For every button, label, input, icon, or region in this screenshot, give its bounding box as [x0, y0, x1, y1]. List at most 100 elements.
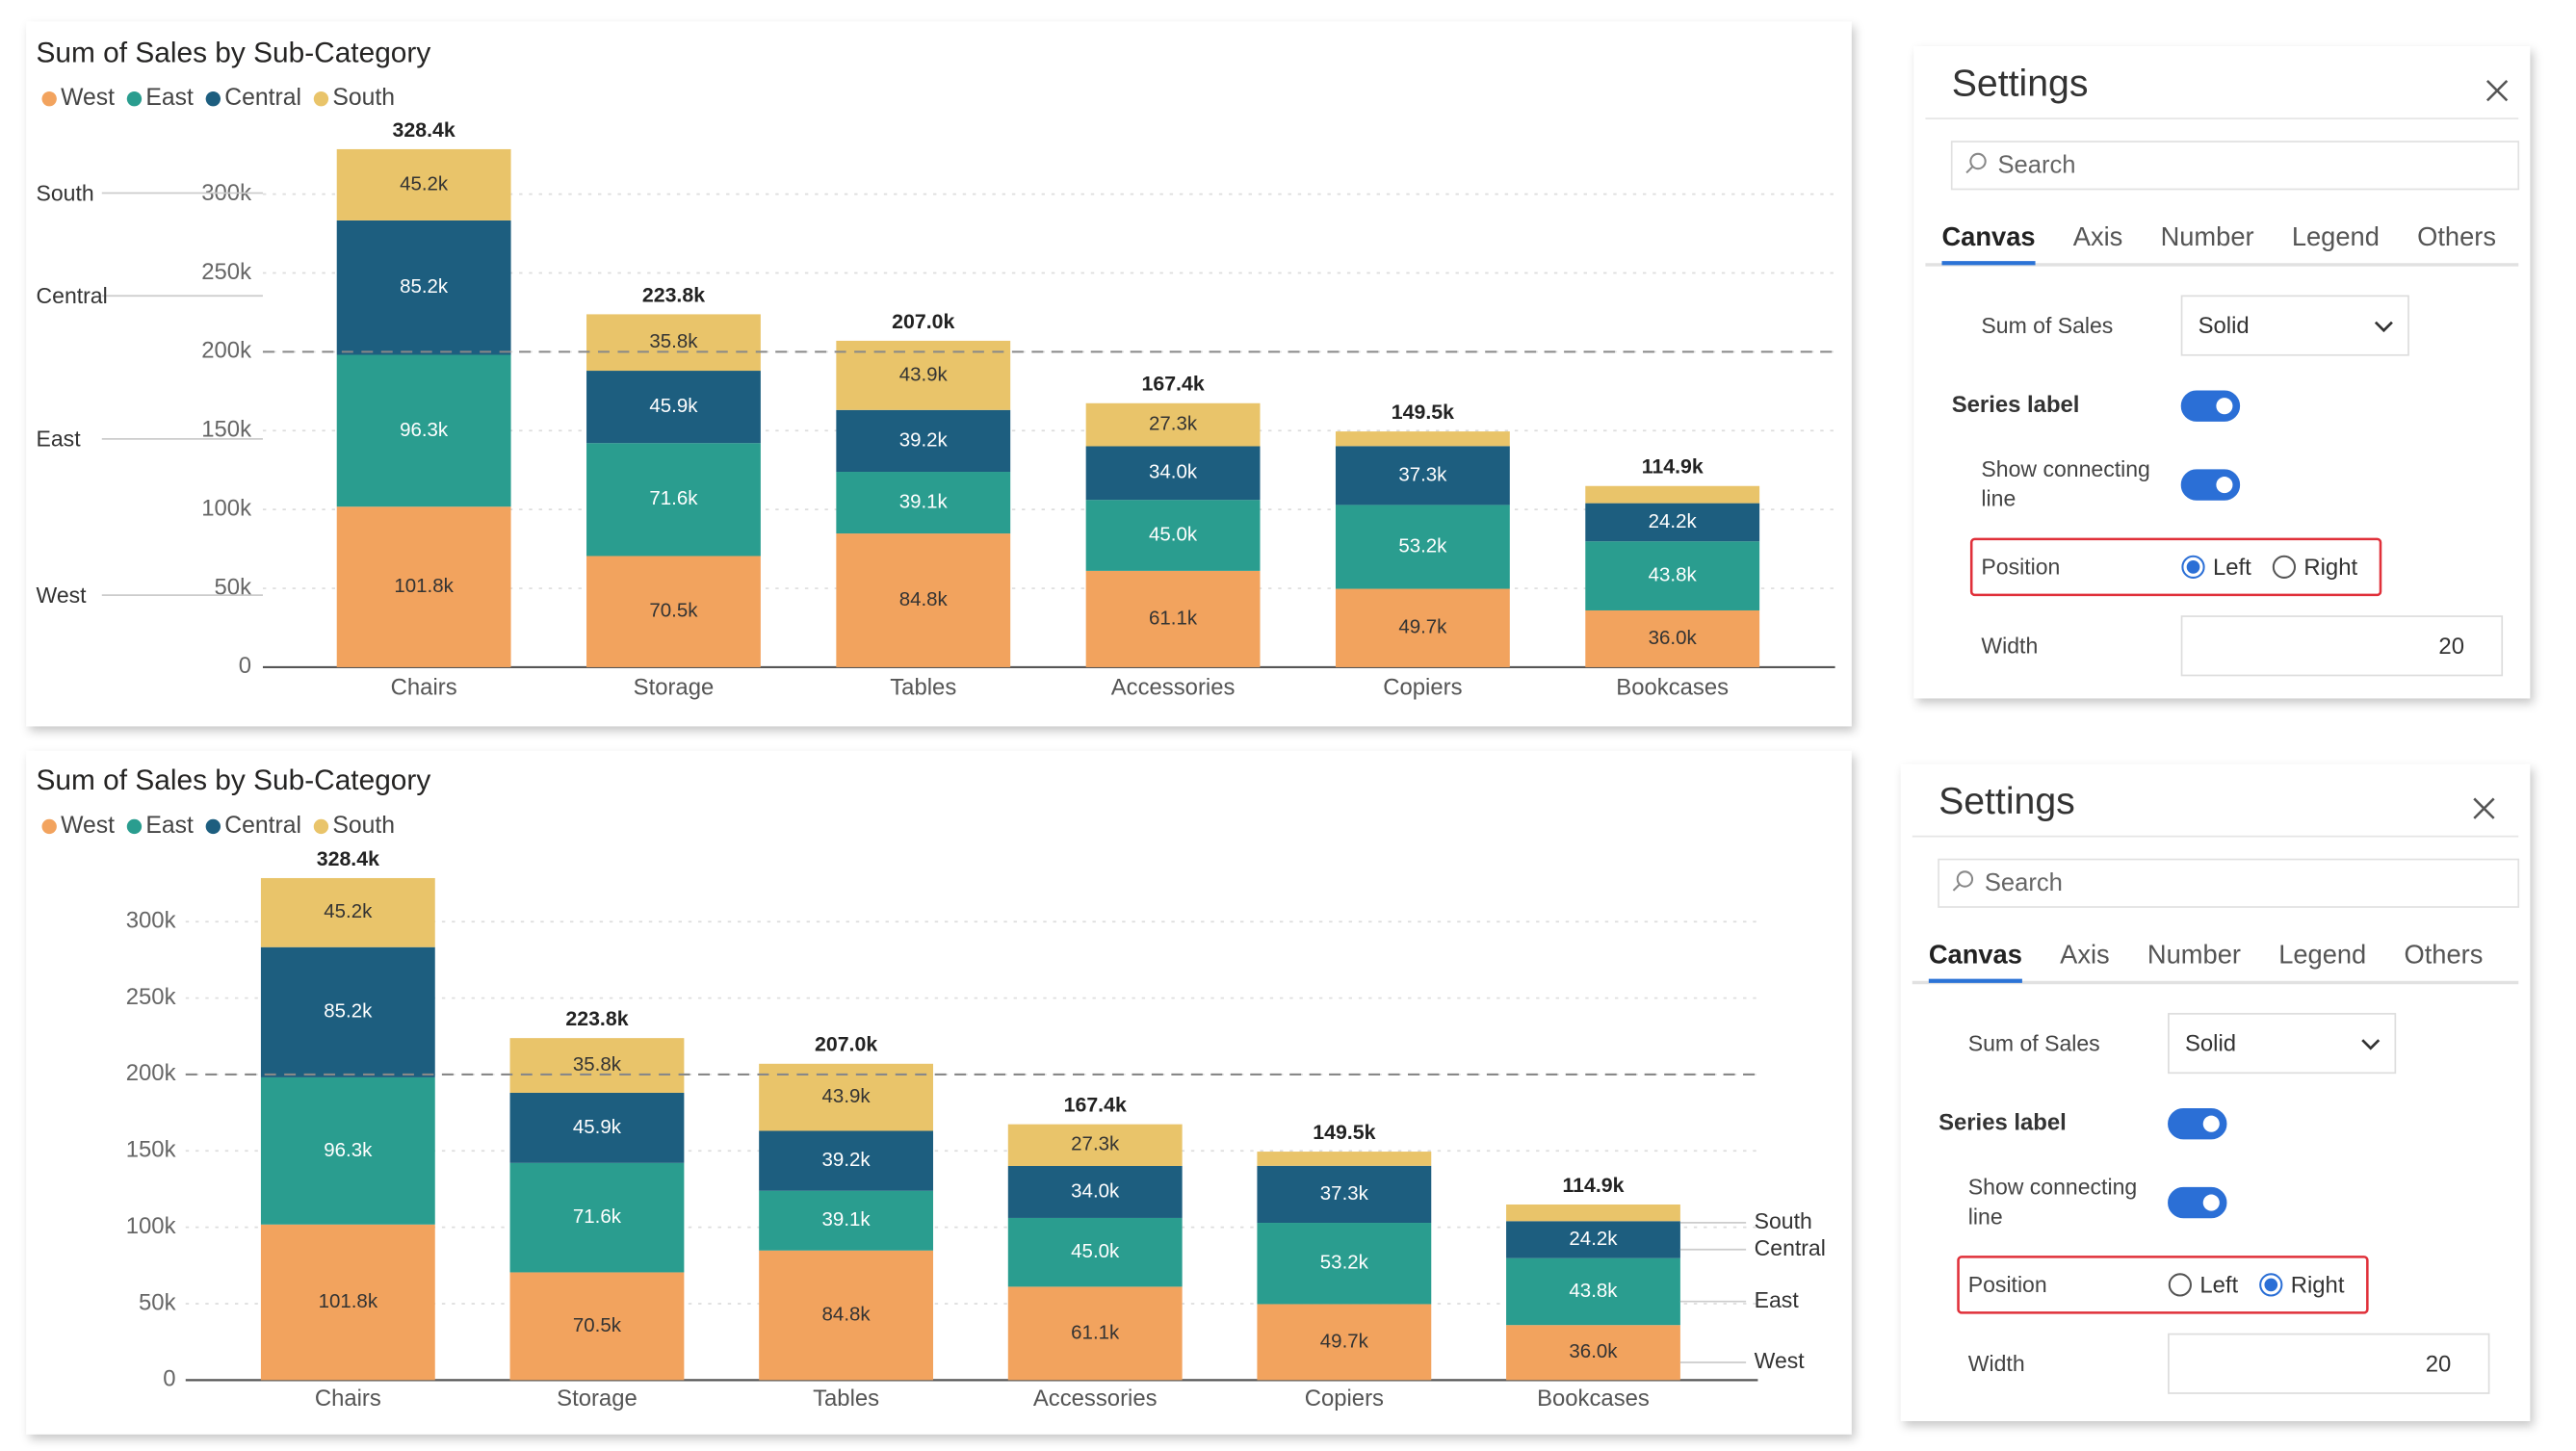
close-button[interactable] — [2485, 79, 2509, 102]
tab[interactable]: Axis — [2073, 221, 2123, 251]
legend-label: West — [61, 85, 115, 111]
dropdown[interactable] — [2168, 1013, 2397, 1075]
data-label: 85.2k — [400, 275, 449, 298]
data-label: 96.3k — [324, 1139, 373, 1161]
data-label: 36.0k — [1649, 627, 1698, 649]
y-tick-label: 200k — [126, 1060, 176, 1086]
number-input[interactable] — [2168, 1333, 2490, 1394]
total-label: 114.9k — [1642, 455, 1704, 479]
bar-segment — [759, 1130, 934, 1191]
bar-segment — [759, 1250, 934, 1381]
legend-swatch — [205, 91, 221, 107]
bar-segment — [509, 1162, 685, 1273]
x-tick-label: Accessories — [1111, 674, 1236, 700]
total-label: 223.8k — [642, 283, 705, 306]
radio[interactable] — [2168, 1273, 2192, 1297]
bar-segment — [260, 946, 435, 1077]
field-label-box: Show connecting line — [1981, 457, 2149, 511]
dropdown-value: Solid — [2199, 313, 2250, 339]
dropdown-value: Solid — [2185, 1031, 2236, 1057]
bar-segment — [1335, 505, 1510, 589]
toggle-knob — [2202, 1194, 2220, 1211]
bar-segment — [336, 506, 511, 667]
number-input[interactable] — [2180, 615, 2504, 677]
tab[interactable]: Number — [2161, 221, 2254, 251]
data-label: 70.5k — [573, 1314, 622, 1336]
legend-label: South — [332, 85, 395, 111]
legend-swatch — [41, 818, 57, 835]
data-label: 39.2k — [822, 1149, 872, 1171]
data-label: 43.8k — [1649, 564, 1698, 586]
y-tick-label: 50k — [139, 1289, 176, 1315]
series-label: South — [1755, 1208, 1812, 1233]
legend-swatch — [313, 818, 329, 835]
bar-segment — [336, 220, 511, 355]
radio[interactable] — [2272, 555, 2297, 579]
x-tick-label: Tables — [813, 1386, 879, 1412]
bar-segment — [1257, 1165, 1432, 1224]
bar-segment — [586, 371, 761, 444]
field-label: Sum of Sales — [1981, 313, 2113, 338]
search-placeholder: Search — [1997, 151, 2075, 178]
legend-label: West — [61, 813, 115, 839]
close-button[interactable] — [2473, 797, 2495, 819]
data-label: 35.8k — [573, 1053, 622, 1075]
tab[interactable]: Axis — [2060, 939, 2110, 969]
series-label: Central — [1755, 1235, 1826, 1260]
data-label: 61.1k — [1149, 607, 1198, 629]
series-label: East — [1755, 1287, 1800, 1312]
search-box[interactable] — [1950, 141, 2520, 191]
data-label: 24.2k — [1649, 510, 1698, 532]
tab[interactable]: Others — [2404, 939, 2483, 969]
tab[interactable]: Legend — [2278, 939, 2366, 969]
data-label: 43.8k — [1569, 1280, 1618, 1302]
tab[interactable]: Canvas — [1941, 221, 2035, 251]
series-label: West — [1755, 1348, 1806, 1373]
data-label: 70.5k — [649, 600, 698, 622]
data-label: 96.3k — [400, 419, 449, 441]
bar-segment — [836, 409, 1011, 473]
bar-segment — [509, 1272, 685, 1381]
tab[interactable]: Canvas — [1929, 939, 2022, 969]
legend-label: South — [332, 813, 395, 839]
total-label: 223.8k — [565, 1007, 628, 1030]
data-label: 49.7k — [1320, 1330, 1369, 1352]
data-label: 61.1k — [1071, 1321, 1120, 1343]
data-label: 45.9k — [573, 1116, 622, 1138]
tab[interactable]: Others — [2417, 221, 2496, 251]
data-label: 45.2k — [400, 172, 449, 194]
x-tick-label: Copiers — [1305, 1386, 1384, 1412]
tab[interactable]: Number — [2147, 939, 2241, 969]
data-label: 71.6k — [573, 1205, 622, 1228]
search-placeholder: Search — [1985, 869, 2063, 896]
bar-segment — [836, 472, 1011, 534]
x-tick-label: Storage — [634, 674, 715, 700]
series-label: South — [37, 180, 94, 205]
y-tick-label: 250k — [201, 259, 251, 285]
tab[interactable]: Legend — [2292, 221, 2380, 251]
bar-segment — [586, 443, 761, 557]
highlight-box — [1969, 537, 2382, 597]
settings-title: Settings — [1952, 62, 2089, 104]
search-box[interactable] — [1938, 858, 2520, 908]
bar-segment — [1085, 500, 1261, 571]
y-tick-label: 100k — [201, 495, 251, 521]
radio-label: Right — [2291, 1272, 2345, 1298]
input-value: 20 — [2438, 634, 2464, 660]
data-label: 84.8k — [899, 588, 949, 610]
legend-swatch — [126, 91, 143, 107]
bar-segment — [509, 1038, 685, 1093]
bar-segment — [1335, 431, 1510, 447]
data-label: 39.2k — [899, 428, 949, 451]
dropdown[interactable] — [2180, 295, 2409, 356]
series-label: Central — [37, 283, 108, 308]
bar-segment — [1506, 1221, 1680, 1258]
toggle-knob — [2216, 477, 2233, 494]
bar-segment — [1007, 1217, 1183, 1287]
data-label: 39.1k — [822, 1208, 872, 1231]
data-label: 45.0k — [1149, 523, 1198, 545]
total-label: 149.5k — [1313, 1121, 1375, 1144]
search-icon — [1965, 166, 1974, 174]
bar-segment — [1335, 446, 1510, 505]
field-label: Position — [1981, 555, 2060, 580]
